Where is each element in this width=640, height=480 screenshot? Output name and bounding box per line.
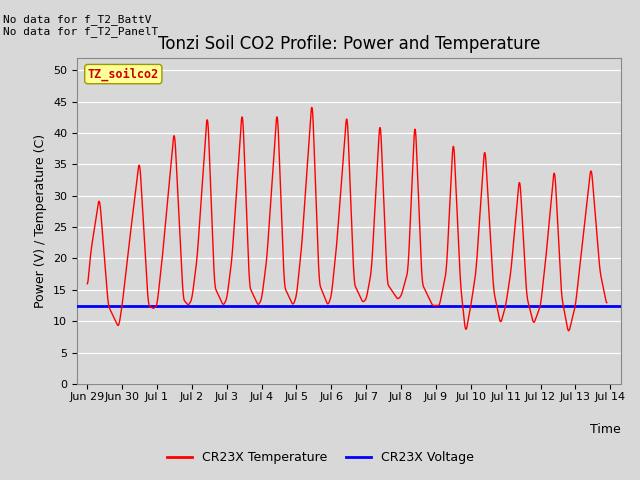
Text: No data for f_T2_PanelT: No data for f_T2_PanelT: [3, 26, 159, 37]
Title: Tonzi Soil CO2 Profile: Power and Temperature: Tonzi Soil CO2 Profile: Power and Temper…: [157, 35, 540, 53]
Text: No data for f_T2_BattV: No data for f_T2_BattV: [3, 14, 152, 25]
Y-axis label: Power (V) / Temperature (C): Power (V) / Temperature (C): [35, 134, 47, 308]
Text: TZ_soilco2: TZ_soilco2: [88, 67, 159, 81]
Text: Time: Time: [590, 423, 621, 436]
Legend: CR23X Temperature, CR23X Voltage: CR23X Temperature, CR23X Voltage: [161, 446, 479, 469]
